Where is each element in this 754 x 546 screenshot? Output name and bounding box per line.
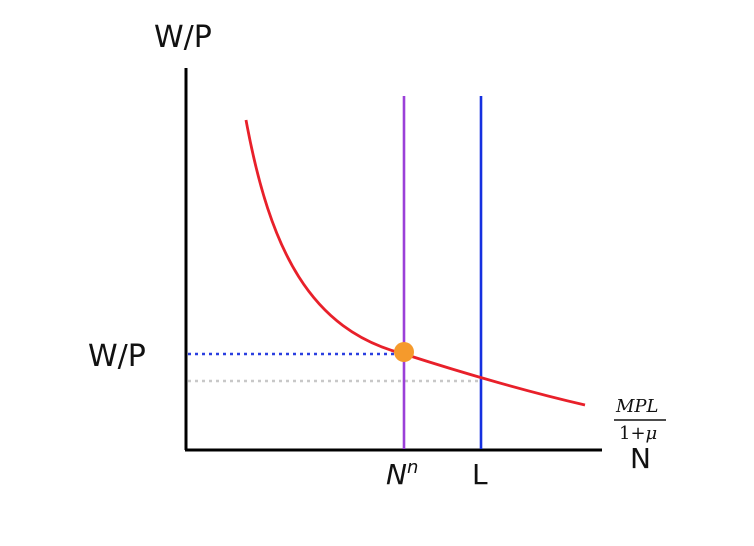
nn-tick-base: N bbox=[386, 458, 407, 491]
x-axis-label: N bbox=[630, 442, 651, 475]
nn-tick-label: Nn bbox=[386, 457, 418, 491]
nn-tick-superscript: n bbox=[407, 457, 418, 478]
curve-label-denominator-symbol: μ bbox=[646, 423, 658, 444]
curve-label-numerator: MPL bbox=[615, 396, 659, 417]
wage-tick-label: W/P bbox=[88, 339, 146, 374]
mpl-curve bbox=[244, 119, 586, 407]
equilibrium-point bbox=[394, 342, 414, 362]
l-tick-label: L bbox=[472, 458, 488, 491]
y-axis-label: W/P bbox=[154, 20, 212, 55]
curve-label-denominator: 1+μ bbox=[619, 423, 657, 444]
curve-label-denominator-prefix: 1+ bbox=[619, 423, 646, 444]
